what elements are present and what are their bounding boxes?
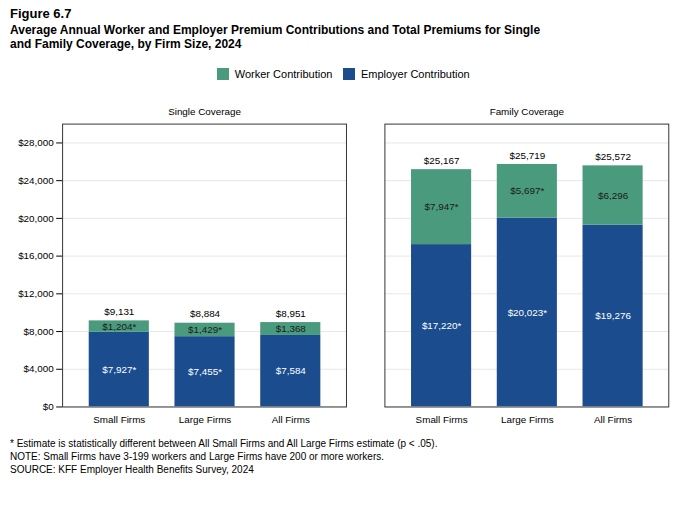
svg-text:$5,697*: $5,697*: [510, 185, 544, 196]
svg-text:$8,884: $8,884: [190, 308, 221, 319]
html-text:Average Annual Worker and Empl: Average Annual Worker and Employer Premi…: [10, 23, 541, 51]
svg-text:$4,000: $4,000: [24, 363, 55, 374]
svg-text:$1,368: $1,368: [276, 323, 307, 334]
svg-text:$20,023*: $20,023*: [508, 306, 548, 317]
svg-text:$28,000: $28,000: [18, 137, 54, 148]
svg-text:$1,429*: $1,429*: [188, 324, 222, 335]
svg-text:Family Coverage: Family Coverage: [490, 106, 565, 117]
html-text:SOURCE: KFF Employer Health Be: SOURCE: KFF Employer Health Benefits Sur…: [10, 463, 254, 475]
svg-text:$25,572: $25,572: [595, 150, 631, 161]
svg-text:$20,000: $20,000: [18, 212, 54, 223]
svg-text:$7,947*: $7,947*: [425, 201, 459, 212]
svg-text:All Firms: All Firms: [594, 413, 632, 424]
svg-text:Large Firms: Large Firms: [179, 413, 232, 424]
svg-text:Small Firms: Small Firms: [93, 413, 145, 424]
svg-text:$1,204*: $1,204*: [102, 320, 136, 331]
svg-text:All Firms: All Firms: [272, 413, 310, 424]
svg-text:$7,927*: $7,927*: [102, 363, 136, 374]
svg-text:$7,455*: $7,455*: [188, 365, 222, 376]
svg-text:$6,296: $6,296: [598, 189, 629, 200]
svg-text:$24,000: $24,000: [18, 174, 54, 185]
svg-text:$8,951: $8,951: [276, 307, 306, 318]
html-text:* Estimate is statistically di: * Estimate is statistically different be…: [10, 437, 438, 449]
svg-text:$7,584: $7,584: [276, 365, 307, 376]
svg-text:Single Coverage: Single Coverage: [168, 106, 241, 117]
html-text:Employer Contribution: Employer Contribution: [360, 67, 470, 80]
svg-text:$17,220*: $17,220*: [422, 319, 462, 330]
svg-text:$25,719: $25,719: [510, 149, 546, 160]
svg-text:$9,131: $9,131: [104, 305, 134, 316]
svg-text:$12,000: $12,000: [18, 287, 54, 298]
svg-text:Large Firms: Large Firms: [501, 413, 554, 424]
svg-text:$16,000: $16,000: [18, 250, 54, 261]
html-text:NOTE: Small Firms have 3-199 w: NOTE: Small Firms have 3-199 workers and…: [10, 450, 384, 462]
svg-text:$25,167: $25,167: [424, 154, 460, 165]
svg-text:$0: $0: [43, 401, 54, 412]
svg-text:Small Firms: Small Firms: [416, 413, 468, 424]
html-text:Worker Contribution: Worker Contribution: [234, 67, 333, 80]
svg-text:$8,000: $8,000: [24, 325, 55, 336]
html-text:Figure 6.7: Figure 6.7: [10, 6, 72, 21]
svg-text:$19,276: $19,276: [595, 310, 631, 321]
